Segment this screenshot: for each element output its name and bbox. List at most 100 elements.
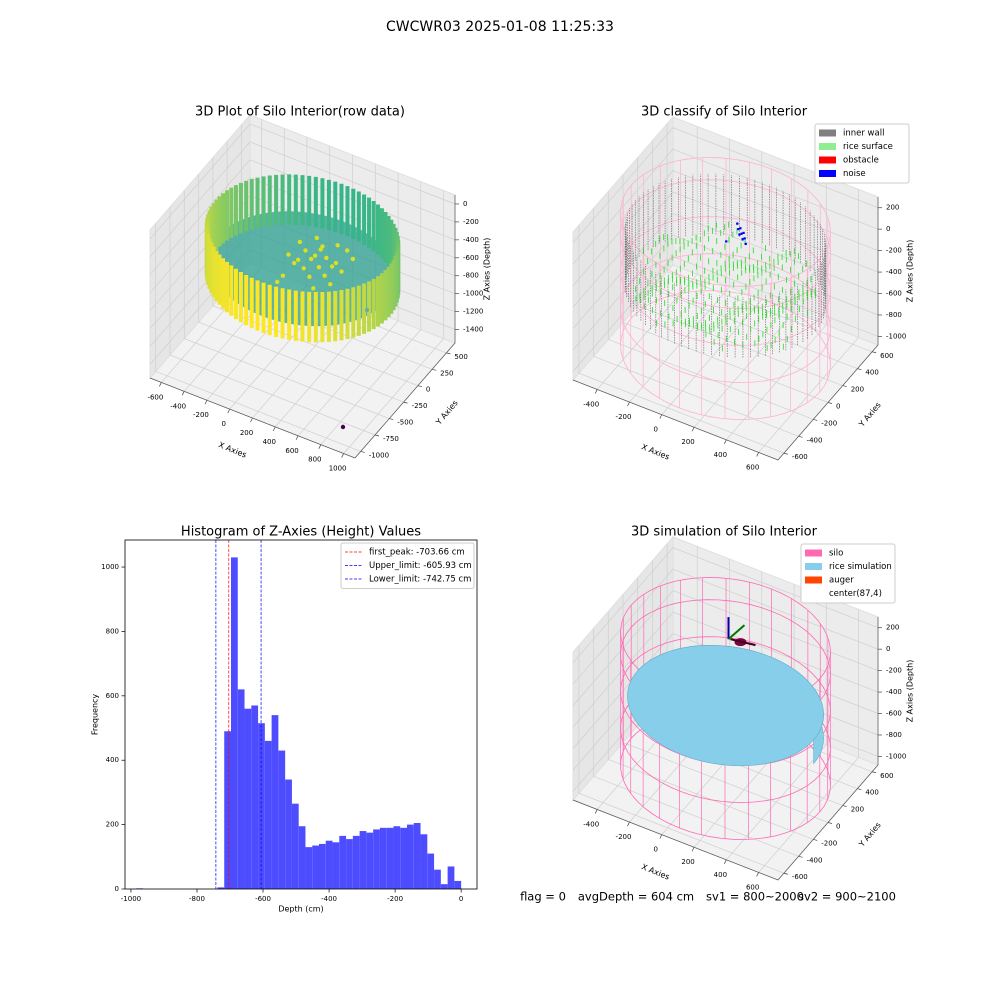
z-tick-label: -1000 xyxy=(463,290,483,298)
hist-bar xyxy=(352,835,360,889)
tick-mark xyxy=(842,385,847,387)
surface-point xyxy=(328,281,333,287)
y-tick-label: -400 xyxy=(807,436,823,444)
legend-label: obstacle xyxy=(843,156,879,166)
grid-line xyxy=(726,596,827,861)
noise-point xyxy=(744,242,747,245)
tick-mark xyxy=(341,453,344,458)
hist-bar xyxy=(244,708,252,889)
panel-3d: -400 -200 0 200 400 600 -600 -400 -200 0 200 400 600… xyxy=(572,115,915,471)
tick-mark xyxy=(403,401,408,404)
x-tick-label: -800 xyxy=(189,895,205,903)
hist-bar xyxy=(386,827,394,889)
x-tick-label: -200 xyxy=(616,833,632,841)
tick-mark xyxy=(783,452,788,455)
y-tick-label: 400 xyxy=(106,756,119,764)
z-tick-label: -1000 xyxy=(886,752,906,760)
tick-mark xyxy=(827,822,833,824)
z-tick-label: 200 xyxy=(886,624,899,632)
grid-line xyxy=(758,609,859,873)
panel-3d: -400 -200 0 200 400 600 -600 -400 -200 0 200 400 600… xyxy=(572,535,915,891)
grid-line xyxy=(297,172,399,437)
noise-point xyxy=(736,222,739,225)
panel-title: 3D Plot of Silo Interior(row data) xyxy=(195,105,405,120)
tick-mark xyxy=(783,872,788,875)
panel-title: 3D classify of Silo Interior xyxy=(641,105,808,120)
hist-bar xyxy=(447,866,455,889)
panel-title: 3D simulation of Silo Interior xyxy=(631,525,818,540)
z-axis-label: Z Axies (Depth) xyxy=(906,660,915,723)
surface-point xyxy=(295,257,301,262)
tick-mark xyxy=(724,439,727,444)
tick-mark xyxy=(691,847,695,852)
status-sv2: sv2 = 900~2100 xyxy=(798,890,896,904)
pane-left xyxy=(149,113,251,380)
tick-mark xyxy=(374,434,380,437)
legend-label: rice simulation xyxy=(829,562,892,572)
grid-line xyxy=(572,191,879,308)
legend-label: noise xyxy=(843,169,866,179)
axis-arrow xyxy=(727,624,746,640)
tick-mark xyxy=(446,352,451,355)
y-tick-label: 0 xyxy=(836,823,840,831)
status-avg-depth: avgDepth = 604 cm xyxy=(578,890,694,904)
y-tick-label: 400 xyxy=(865,369,878,377)
surface-point xyxy=(339,269,344,274)
tick-mark xyxy=(594,809,598,814)
y-tick-label: 500 xyxy=(454,353,467,361)
x-tick-label: -400 xyxy=(583,820,599,828)
hist-bar xyxy=(346,839,353,889)
surface-point xyxy=(280,273,286,278)
tick-mark xyxy=(295,435,299,440)
x-tick-label: 400 xyxy=(263,438,276,446)
y-tick-label: 0 xyxy=(426,386,430,394)
hist-bar xyxy=(339,835,347,889)
hist-bar xyxy=(237,689,245,889)
grid-line xyxy=(726,176,827,441)
tick-mark xyxy=(857,788,862,791)
grid-line xyxy=(183,190,390,419)
grid-line xyxy=(693,164,795,428)
x-tick-label: -1000 xyxy=(121,895,141,903)
axis-line xyxy=(149,195,456,459)
grid-line xyxy=(572,213,879,329)
grid-line xyxy=(572,568,879,685)
z-tick-label: -1200 xyxy=(463,308,483,316)
z-tick-label: -200 xyxy=(886,667,902,675)
z-tick-label: -600 xyxy=(463,254,479,262)
outlier-point xyxy=(340,424,346,430)
grid-line xyxy=(637,157,843,386)
legend-box xyxy=(800,543,896,604)
surface-point xyxy=(286,252,291,257)
auger-arm xyxy=(730,638,756,647)
grid-line xyxy=(578,645,785,874)
legend-swatch xyxy=(819,129,836,137)
axis-line xyxy=(572,197,879,461)
tick-mark xyxy=(181,391,185,396)
tick-mark xyxy=(360,451,365,453)
tick-mark xyxy=(417,385,422,388)
y-tick-label: -500 xyxy=(397,419,413,427)
tick-mark xyxy=(827,402,833,404)
surface-point xyxy=(335,243,340,248)
y-tick-label: 1000 xyxy=(101,563,119,571)
surface-point xyxy=(316,264,322,270)
noise-point xyxy=(738,233,741,236)
legend-label: center(87,4) xyxy=(829,589,882,599)
x-tick-label: 800 xyxy=(308,456,321,464)
y-tick-label: -600 xyxy=(792,453,808,461)
tick-mark xyxy=(659,834,663,839)
grid-line xyxy=(155,223,361,452)
hist-bar xyxy=(298,826,306,889)
surface-point xyxy=(301,266,306,271)
figure-title: CWCWR03 2025-01-08 11:25:33 xyxy=(386,19,614,35)
tick-mark xyxy=(842,805,847,807)
x-tick-label: 0 xyxy=(221,420,225,428)
outlier-point xyxy=(365,308,369,312)
noise-point xyxy=(737,228,740,231)
tick-mark xyxy=(227,408,231,414)
legend-swatch xyxy=(805,563,822,570)
tick-mark xyxy=(798,435,803,438)
z-tick-label: 0 xyxy=(463,200,467,208)
